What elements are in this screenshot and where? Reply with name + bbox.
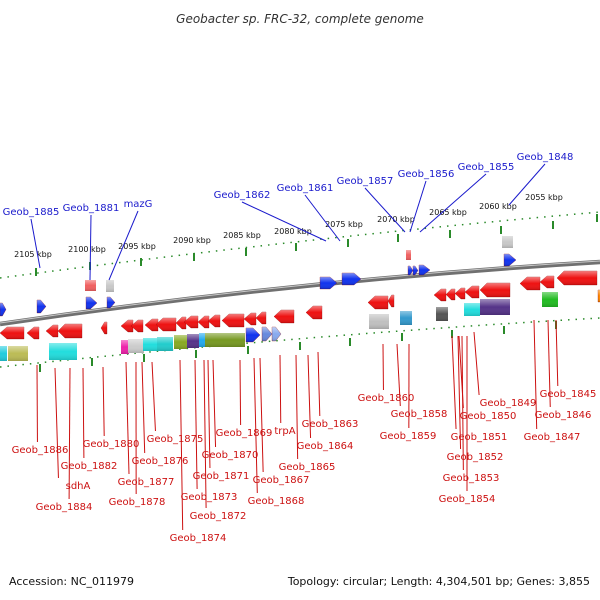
gene-features	[0, 236, 600, 361]
gene-label: Geob_1862	[214, 190, 271, 201]
label-leader-lines	[30, 163, 559, 531]
gene-label: Geob_1852	[447, 452, 504, 463]
leader-line	[207, 359, 211, 469]
leader-line	[108, 210, 139, 281]
gene-label: Geob_1864	[297, 441, 354, 452]
gene-label: Geob_1855	[458, 162, 515, 173]
leader-line	[419, 173, 487, 233]
gene-label: Geob_1856	[398, 169, 455, 180]
leader-line	[125, 361, 130, 475]
leader-line	[473, 331, 480, 396]
gene-label: Geob_1860	[358, 393, 415, 404]
gene-label: Geob_1882	[61, 461, 118, 472]
gene-label: Geob_1873	[181, 492, 238, 503]
genome-summary-text: Topology: circular; Length: 4,304,501 bp…	[287, 575, 590, 588]
gene-label: Geob_1854	[439, 494, 496, 505]
leader-line	[547, 319, 551, 408]
leader-line	[259, 357, 264, 473]
leader-line	[239, 359, 242, 426]
ruler-label: 2075 kbp	[325, 220, 363, 229]
gene-label: Geob_1851	[451, 432, 508, 443]
gene-label: Geob_1865	[279, 462, 336, 473]
leader-line	[102, 366, 105, 437]
gene-label: Geob_1875	[147, 434, 204, 445]
leader-line	[307, 354, 312, 439]
leader-line	[396, 343, 401, 407]
gene-label: Geob_1846	[535, 410, 592, 421]
leader-line	[295, 354, 299, 460]
leader-line	[279, 354, 282, 424]
ruler-label: 2090 kbp	[173, 236, 211, 245]
leader-line	[253, 357, 258, 494]
leader-line	[457, 335, 462, 450]
gene-label: Geob_1847	[524, 432, 581, 443]
gene-label: Geob_1871	[193, 471, 250, 482]
ruler-label: 2060 kbp	[479, 202, 517, 211]
map-title: Geobacter sp. FRC-32, complete genome	[176, 12, 424, 26]
gene-label: Geob_1850	[460, 411, 517, 422]
leader-line	[317, 351, 321, 417]
ruler-label: 2065 kbp	[429, 208, 467, 217]
gene-label: Geob_1845	[540, 389, 597, 400]
leader-line	[82, 367, 85, 459]
gene-label: Geob_1848	[517, 152, 574, 163]
gene-label: Geob_1881	[63, 203, 120, 214]
gene-label: Geob_1885	[3, 207, 60, 218]
ruler-label: 2105 kbp	[14, 250, 52, 259]
leader-line	[451, 335, 457, 430]
gene-label: Geob_1861	[277, 183, 334, 194]
gene-label: Geob_1870	[202, 450, 259, 461]
gene-labels: Geob_1885 Geob_1881 mazG Geob_1862 Geob_1861…	[3, 152, 597, 544]
gene-label: Geob_1876	[132, 456, 189, 467]
ruler-label: 2055 kbp	[525, 193, 563, 202]
gene-label: mazG	[124, 199, 153, 210]
ruler-label: 2100 kbp	[68, 245, 106, 254]
gene-label: Geob_1880	[83, 439, 140, 450]
gene-label: Geob_1858	[391, 409, 448, 420]
leader-line	[151, 361, 156, 432]
gene-label: Geob_1886	[12, 445, 69, 456]
gene-label: Geob_1877	[118, 477, 175, 488]
gene-label: Geob_1869	[216, 428, 273, 439]
leader-line	[409, 180, 427, 233]
genome-backbone	[0, 259, 600, 327]
leader-line	[30, 218, 41, 269]
ruler-label: 2070 kbp	[377, 215, 415, 224]
leader-line	[533, 319, 538, 430]
leader-line	[203, 359, 207, 509]
leader-line	[179, 359, 184, 531]
gene-label: Geob_1878	[109, 497, 166, 508]
leader-line	[555, 319, 559, 387]
gene-label: trpA	[274, 426, 295, 437]
leader-line	[461, 335, 464, 471]
ruler-label: 2085 kbp	[223, 231, 261, 240]
gene-label: Geob_1857	[337, 176, 394, 187]
gene-label: Geob_1874	[170, 533, 227, 544]
leader-line	[89, 214, 92, 281]
leader-line	[54, 367, 59, 479]
gene-label: sdhA	[66, 481, 91, 492]
leader-line	[304, 194, 341, 242]
gene-label: Geob_1884	[36, 502, 93, 513]
inner-tick-track	[0, 317, 600, 368]
leader-line	[508, 163, 546, 206]
ruler-label: 2095 kbp	[118, 242, 156, 251]
leader-line	[364, 187, 406, 233]
gene-label: Geob_1872	[190, 511, 247, 522]
ruler-label: 2080 kbp	[274, 227, 312, 236]
leader-line	[68, 367, 71, 500]
gene-label: Geob_1849	[480, 398, 537, 409]
leader-line	[141, 361, 146, 454]
gene-label: Geob_1859	[380, 431, 437, 442]
accession-text: Accession: NC_011979	[9, 575, 134, 588]
gene-label: Geob_1853	[443, 473, 500, 484]
leader-line	[212, 359, 217, 448]
gene-label: Geob_1868	[248, 496, 305, 507]
gene-label: Geob_1863	[302, 419, 359, 430]
leader-line	[241, 201, 327, 242]
gene-label: Geob_1867	[253, 475, 310, 486]
leader-line	[194, 359, 198, 490]
